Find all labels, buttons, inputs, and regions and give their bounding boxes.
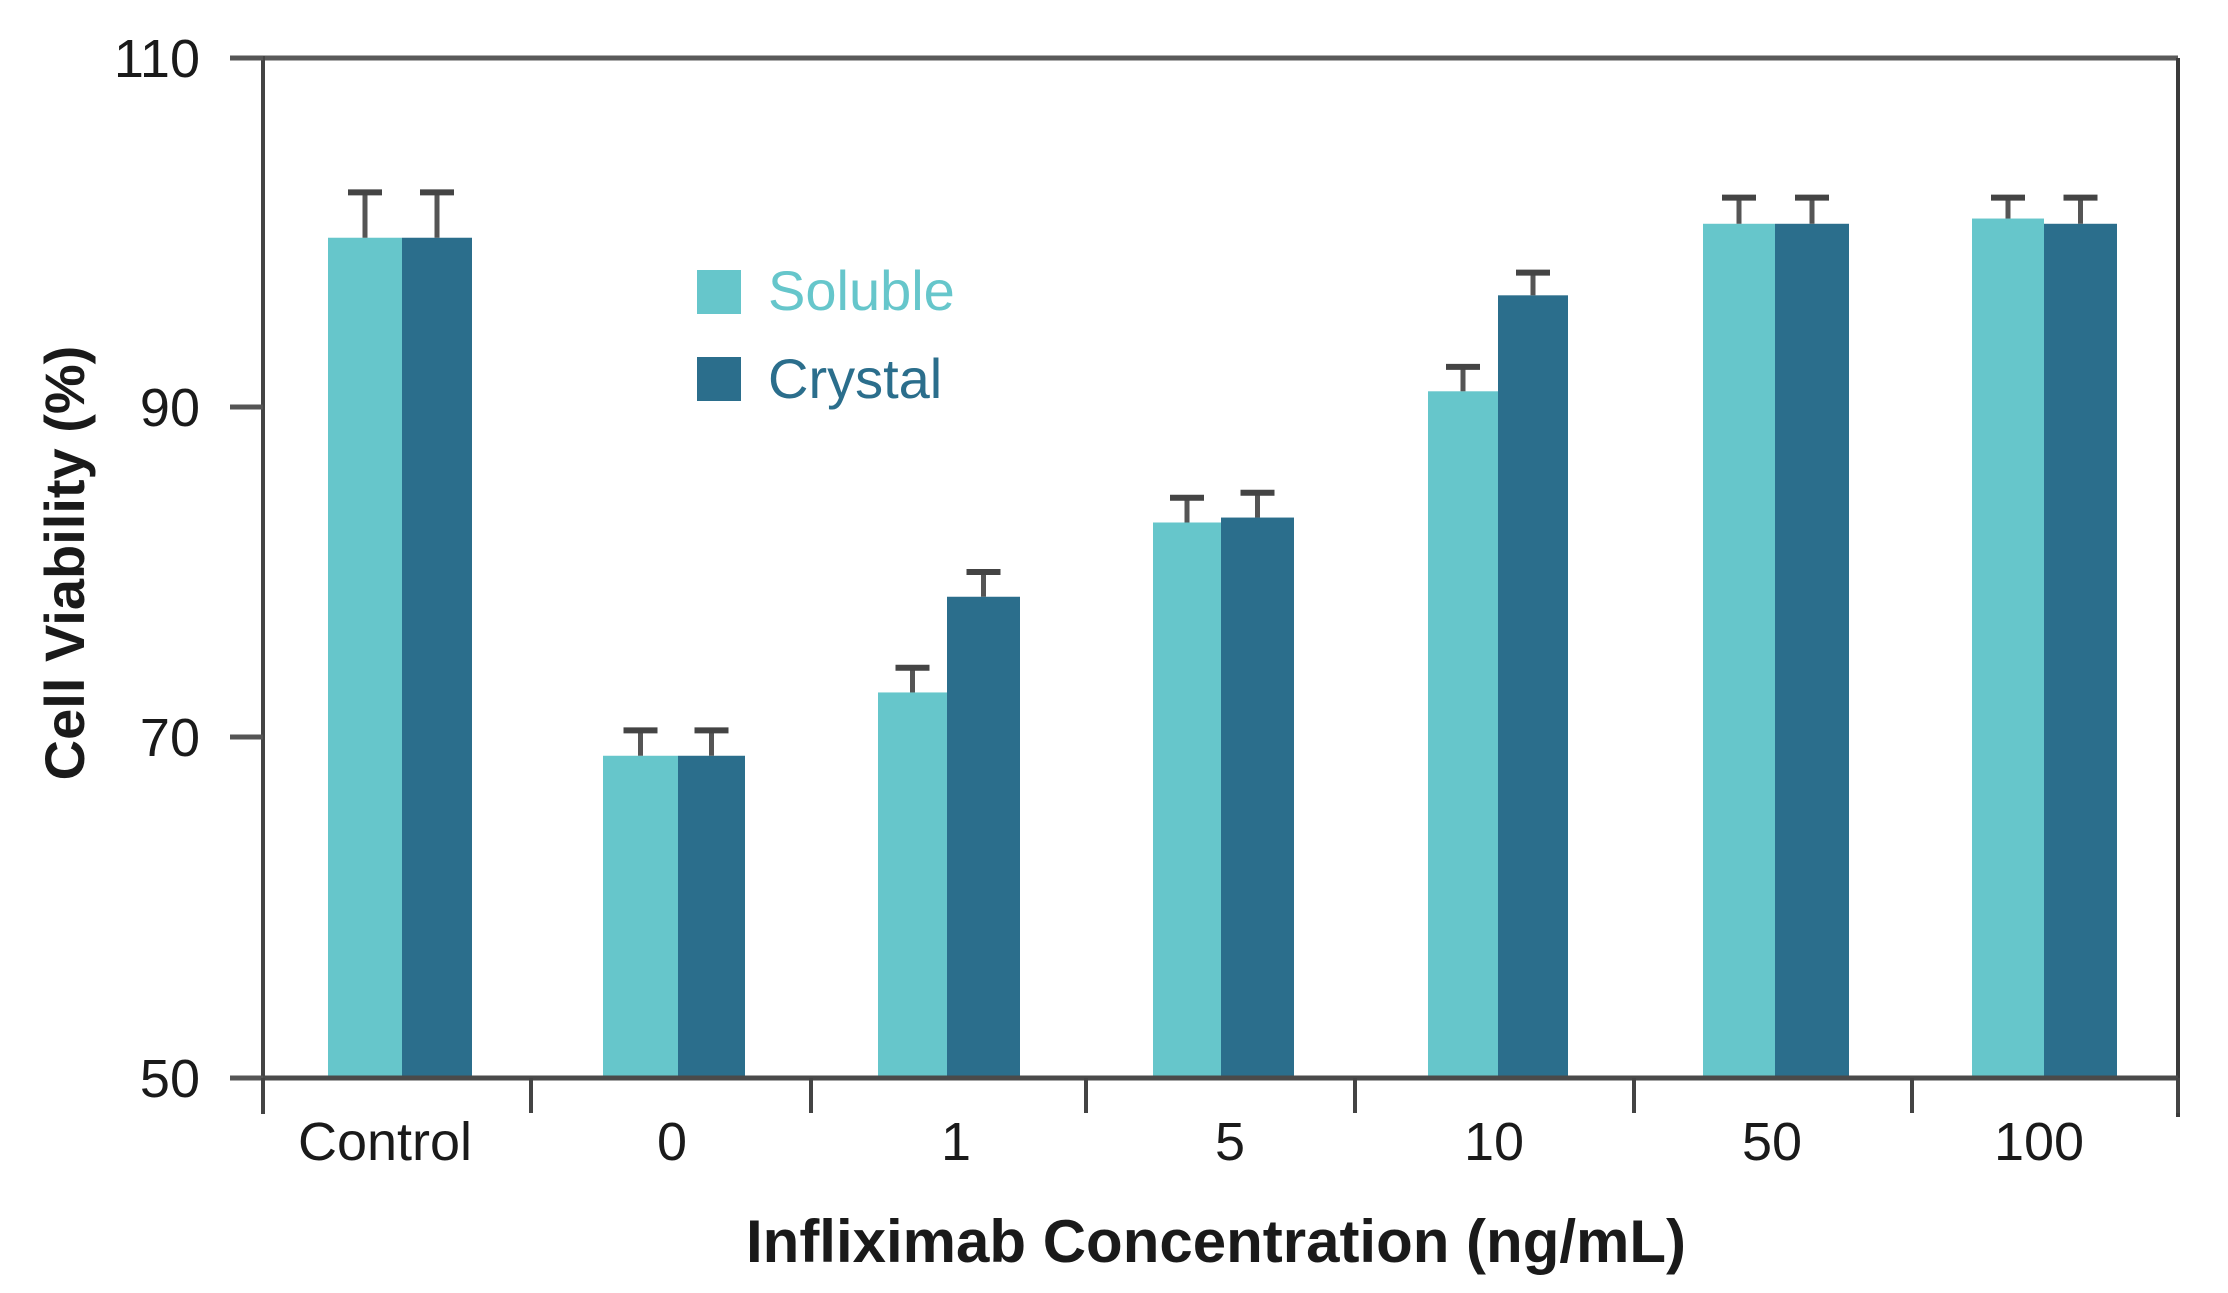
bars-layer [328,218,2117,1079]
x-ticks: Control 0 1 5 10 50 100 [261,1078,2180,1172]
x-tick-label-0: 0 [657,1112,687,1172]
error-bar-crystal-0 [694,727,729,756]
bar-soluble-0 [603,755,678,1078]
bar-crystal-100 [2044,223,2117,1078]
bar-crystal-10 [1498,295,1568,1078]
y-tick-label-70: 70 [140,708,200,768]
legend-label-crystal: Crystal [768,347,942,410]
x-tick-label-50: 50 [1742,1112,1802,1172]
bar-soluble-5 [1153,522,1221,1078]
legend-swatch-soluble [697,270,741,314]
error-bar-soluble-5 [1170,494,1204,523]
legend-swatch-crystal [697,357,741,401]
x-tick-label-1: 1 [941,1112,971,1172]
bar-crystal-control [402,237,472,1079]
error-bar-crystal-1 [966,569,1001,597]
error-bar-crystal-100 [2063,194,2098,224]
x-tick-label-5: 5 [1215,1112,1245,1172]
x-tick-label-control: Control [298,1112,472,1172]
bar-soluble-control [328,237,402,1079]
bar-soluble-50 [1703,223,1775,1078]
error-bar-soluble-1 [895,664,930,693]
bar-soluble-1 [878,692,947,1078]
bar-crystal-1 [947,596,1020,1078]
bar-crystal-5 [1221,517,1294,1078]
error-bar-soluble-100 [1991,194,2025,219]
error-bars-layer [348,189,2098,756]
bar-crystal-0 [678,755,745,1078]
x-tick-label-100: 100 [1994,1112,2084,1172]
y-tick-label-90: 90 [140,378,200,438]
error-bar-crystal-control [420,189,454,238]
error-bar-soluble-0 [623,727,658,756]
x-tick-label-10: 10 [1464,1112,1524,1172]
x-axis-title: Infliximab Concentration (ng/mL) [746,1208,1686,1275]
error-bar-soluble-50 [1722,194,1756,224]
bar-crystal-50 [1775,223,1849,1078]
y-tick-label-110: 110 [114,29,200,89]
error-bar-soluble-10 [1446,363,1480,392]
y-axis-title: Cell Viability (%) [33,346,96,781]
error-bar-crystal-5 [1240,489,1275,518]
error-bar-soluble-control [348,189,382,238]
legend: Soluble Crystal [697,259,955,410]
y-ticks: 50 70 90 110 [114,29,263,1109]
bar-soluble-10 [1428,391,1498,1078]
legend-label-soluble: Soluble [768,259,955,322]
error-bar-crystal-50 [1795,194,1829,224]
bar-soluble-100 [1972,218,2044,1079]
error-bar-crystal-10 [1516,269,1550,296]
y-tick-label-50: 50 [140,1049,200,1109]
